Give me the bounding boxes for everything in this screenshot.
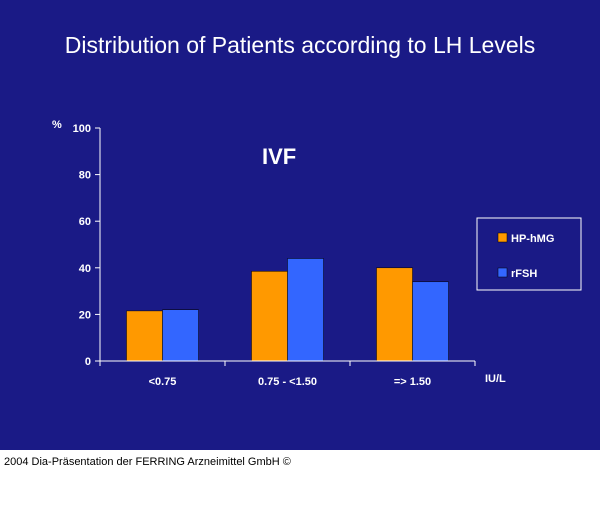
legend-swatch — [497, 267, 508, 278]
bars — [126, 258, 449, 362]
y-tick-label: 40 — [79, 263, 91, 275]
y-axis-ticks: 0 20 40 60 80 100 — [73, 123, 100, 368]
legend-label: rFSH — [511, 268, 537, 280]
y-axis-label: % — [52, 119, 62, 131]
footer-copyright: 2004 Dia-Präsentation der FERRING Arznei… — [4, 456, 291, 468]
x-category-label: => 1.50 — [394, 376, 431, 388]
bar-hp-hmg-1 — [126, 310, 163, 362]
x-category-label: 0.75 - <1.50 — [258, 376, 317, 388]
legend-label: HP-hMG — [511, 233, 554, 245]
slide-title: Distribution of Patients according to LH… — [64, 32, 536, 58]
y-tick-label: 60 — [79, 216, 91, 228]
x-category-label: <0.75 — [149, 376, 177, 388]
legend: HP-hMG rFSH — [476, 217, 582, 291]
bar-rfsh-2 — [287, 258, 324, 362]
y-tick-label: 100 — [73, 123, 91, 135]
y-tick-label: 80 — [79, 170, 91, 182]
y-tick-label: 0 — [85, 356, 91, 368]
x-axis-category-labels: <0.75 0.75 - <1.50 => 1.50 — [149, 376, 432, 388]
bar-rfsh-3 — [412, 281, 449, 362]
bar-hp-hmg-3 — [376, 267, 413, 362]
x-axis-ticks — [99, 361, 476, 366]
chart-annotation-ivf: IVF — [262, 144, 296, 169]
y-tick-label: 20 — [79, 309, 91, 321]
legend-box — [476, 217, 582, 291]
x-axis-label: IU/L — [485, 373, 506, 385]
bar-hp-hmg-2 — [251, 271, 288, 362]
bar-rfsh-1 — [162, 309, 199, 362]
legend-swatch — [497, 232, 508, 243]
